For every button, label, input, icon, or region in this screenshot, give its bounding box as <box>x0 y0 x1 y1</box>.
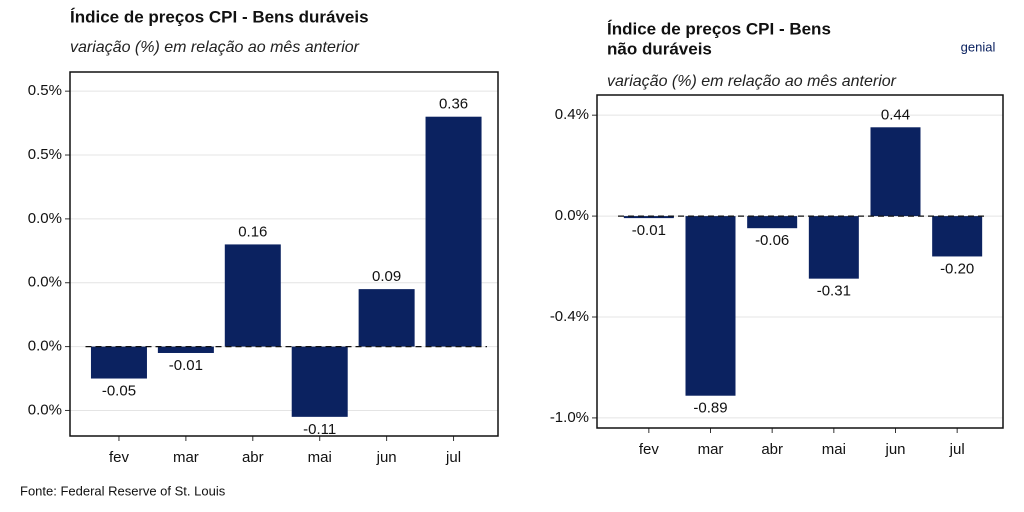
x-tick-label: mar <box>173 449 199 466</box>
bar <box>623 216 674 219</box>
data-label: -0.20 <box>940 260 974 277</box>
y-tick-label: 0.5% <box>28 146 62 163</box>
y-tick-label: 0.5% <box>28 82 62 99</box>
data-label: 0.36 <box>439 96 468 113</box>
data-label: -0.31 <box>817 283 851 300</box>
bar <box>932 216 983 257</box>
data-label: 0.09 <box>372 268 401 285</box>
bar <box>90 346 147 379</box>
x-tick-label: jul <box>949 441 965 458</box>
plot-frame <box>69 71 499 437</box>
bar <box>747 216 798 229</box>
y-tick-label: 0.4% <box>555 106 589 123</box>
x-tick-label: jul <box>445 449 461 466</box>
x-tick-label: mai <box>822 441 846 458</box>
y-tick-label: 0.0% <box>28 401 62 418</box>
plot-frame <box>596 94 1004 429</box>
bar <box>870 127 921 217</box>
bar <box>685 216 736 396</box>
x-tick-label: mai <box>308 449 332 466</box>
bar <box>358 289 415 347</box>
y-tick-label: 0.0% <box>28 338 62 355</box>
chart-title: Índice de preços CPI - Bens duráveis <box>70 7 369 26</box>
y-tick-label: -1.0% <box>550 409 589 426</box>
chart-subtitle: variação (%) em relação ao mês anterior <box>70 39 360 56</box>
x-tick-label: abr <box>242 449 264 466</box>
bar <box>224 244 281 347</box>
data-label: -0.01 <box>169 357 203 374</box>
y-tick-label: 0.0% <box>555 207 589 224</box>
source: Fonte: Federal Reserve of St. Louis <box>20 483 226 498</box>
bar <box>808 216 859 279</box>
chart-title: não duráveis <box>607 39 712 58</box>
x-tick-label: mar <box>698 441 724 458</box>
data-label: -0.06 <box>755 232 789 249</box>
x-tick-label: abr <box>761 441 783 458</box>
bar <box>291 346 348 417</box>
bar <box>157 346 214 353</box>
data-label: 0.16 <box>238 223 267 240</box>
data-label: -0.01 <box>632 222 666 239</box>
x-tick-label: jun <box>376 449 397 466</box>
x-tick-label: fev <box>639 441 660 458</box>
data-label: -0.11 <box>303 421 336 438</box>
logo: genial <box>961 39 996 54</box>
x-tick-label: jun <box>884 441 905 458</box>
data-label: 0.44 <box>881 106 910 123</box>
chart-subtitle: variação (%) em relação ao mês anterior <box>607 73 897 90</box>
chart-title: Índice de preços CPI - Bens <box>607 19 831 38</box>
y-tick-label: 0.0% <box>28 274 62 291</box>
bar <box>425 116 482 347</box>
y-tick-label: -0.4% <box>550 308 589 325</box>
x-tick-label: fev <box>109 449 130 466</box>
y-tick-label: 0.0% <box>28 210 62 227</box>
data-label: -0.89 <box>693 400 727 417</box>
data-label: -0.05 <box>102 382 136 399</box>
